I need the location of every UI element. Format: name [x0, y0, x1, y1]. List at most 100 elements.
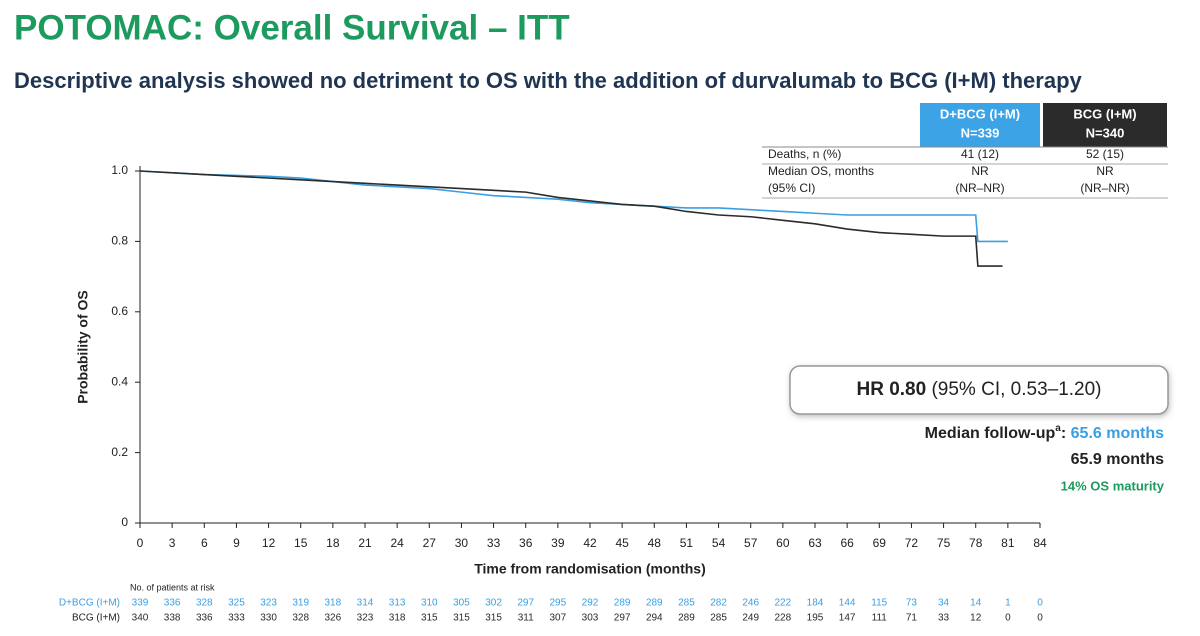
risk-count: 336: [196, 613, 213, 624]
risk-count: 330: [260, 613, 277, 624]
risk-count: 315: [421, 613, 438, 624]
row-value: 52 (15): [1086, 147, 1124, 161]
follow-up-sep: :: [1061, 425, 1066, 442]
header-count: N=340: [1086, 125, 1125, 140]
risk-count: 328: [292, 613, 309, 624]
risk-count: 315: [485, 613, 502, 624]
risk-row-label: D+BCG (I+M): [59, 598, 120, 609]
risk-count: 115: [871, 598, 887, 609]
risk-count: 297: [517, 598, 534, 609]
risk-count: 71: [906, 613, 918, 624]
x-tick-label: 51: [680, 536, 694, 550]
x-tick-label: 75: [937, 536, 951, 550]
x-tick-label: 12: [262, 536, 276, 550]
risk-count: 314: [357, 598, 374, 609]
risk-count: 313: [389, 598, 406, 609]
header-name: BCG (I+M): [1073, 106, 1136, 121]
hr-value: HR 0.80: [856, 379, 926, 400]
risk-count: 340: [132, 613, 149, 624]
follow-up-dbcg: 65.6 months: [1071, 425, 1164, 442]
y-tick-label: 1.0: [111, 163, 128, 177]
risk-count: 12: [970, 613, 982, 624]
x-tick-label: 15: [294, 536, 308, 550]
risk-count: 305: [453, 598, 470, 609]
row-label: Deaths, n (%): [768, 147, 841, 161]
y-tick-label: 0.4: [111, 374, 128, 388]
y-tick-label: 0.6: [111, 304, 128, 318]
risk-count: 315: [453, 613, 470, 624]
x-tick-label: 84: [1033, 536, 1047, 550]
x-tick-label: 18: [326, 536, 340, 550]
risk-count: 326: [325, 613, 342, 624]
x-tick-label: 66: [840, 536, 854, 550]
x-tick-label: 39: [551, 536, 565, 550]
risk-count: 310: [421, 598, 438, 609]
x-tick-label: 3: [169, 536, 176, 550]
risk-count: 246: [742, 598, 759, 609]
risk-count: 297: [614, 613, 631, 624]
header-cell: [1043, 103, 1167, 147]
risk-count: 0: [1005, 613, 1011, 624]
risk-count: 319: [292, 598, 309, 609]
x-axis-label: Time from randomisation (months): [474, 561, 706, 577]
risk-count: 249: [742, 613, 759, 624]
x-tick-label: 9: [233, 536, 240, 550]
footnote-mark: a: [1055, 423, 1061, 434]
x-tick-label: 6: [201, 536, 208, 550]
x-tick-label: 81: [1001, 536, 1015, 550]
survival-curve: [139, 170, 1008, 243]
risk-count: 294: [646, 613, 663, 624]
header-cell: [920, 103, 1040, 147]
risk-count: 222: [775, 598, 792, 609]
row-value: (NR–NR): [1080, 181, 1129, 195]
slide-subtitle: Descriptive analysis showed no detriment…: [14, 68, 1083, 93]
risk-count: 33: [938, 613, 950, 624]
follow-up-label: Median follow-up: [925, 425, 1056, 442]
hr-box: [789, 365, 1169, 415]
risk-count: 184: [807, 598, 824, 609]
risk-count: 147: [839, 613, 856, 624]
risk-title: No. of patients at risk: [130, 582, 215, 592]
x-tick-label: 24: [390, 536, 404, 550]
x-tick-label: 45: [615, 536, 629, 550]
risk-count: 338: [164, 613, 181, 624]
risk-count: 282: [710, 598, 727, 609]
risk-count: 228: [775, 613, 792, 624]
risk-count: 289: [678, 613, 695, 624]
risk-count: 0: [1037, 598, 1043, 609]
risk-count: 302: [485, 598, 502, 609]
row-label: Median OS, months: [768, 164, 874, 178]
row-value: NR: [971, 164, 989, 178]
row-value: 41 (12): [961, 147, 999, 161]
risk-count: 307: [550, 613, 567, 624]
x-tick-label: 60: [776, 536, 790, 550]
x-tick-label: 48: [648, 536, 662, 550]
x-tick-label: 30: [455, 536, 469, 550]
hr-text: HR 0.80 (95% CI, 0.53–1.20): [856, 379, 1101, 400]
y-tick-label: 0.2: [111, 445, 128, 459]
x-tick-label: 27: [423, 536, 437, 550]
risk-count: 14: [970, 598, 982, 609]
risk-count: 144: [839, 598, 856, 609]
risk-count: 336: [164, 598, 181, 609]
risk-count: 285: [710, 613, 727, 624]
x-tick-label: 33: [487, 536, 501, 550]
risk-count: 303: [582, 613, 599, 624]
x-tick-label: 57: [744, 536, 758, 550]
x-tick-label: 69: [873, 536, 887, 550]
x-tick-label: 21: [358, 536, 372, 550]
risk-count: 325: [228, 598, 245, 609]
risk-count: 318: [389, 613, 406, 624]
header-count: N=339: [961, 125, 1000, 140]
x-tick-label: 0: [137, 536, 144, 550]
survival-curve: [139, 170, 1003, 267]
os-maturity: 14% OS maturity: [1061, 478, 1165, 493]
y-axis-label: Probability of OS: [75, 290, 91, 404]
risk-count: 295: [550, 598, 567, 609]
risk-count: 289: [646, 598, 663, 609]
risk-count: 34: [938, 598, 950, 609]
y-tick-label: 0: [121, 515, 128, 529]
x-tick-label: 54: [712, 536, 726, 550]
risk-count: 311: [518, 613, 534, 624]
